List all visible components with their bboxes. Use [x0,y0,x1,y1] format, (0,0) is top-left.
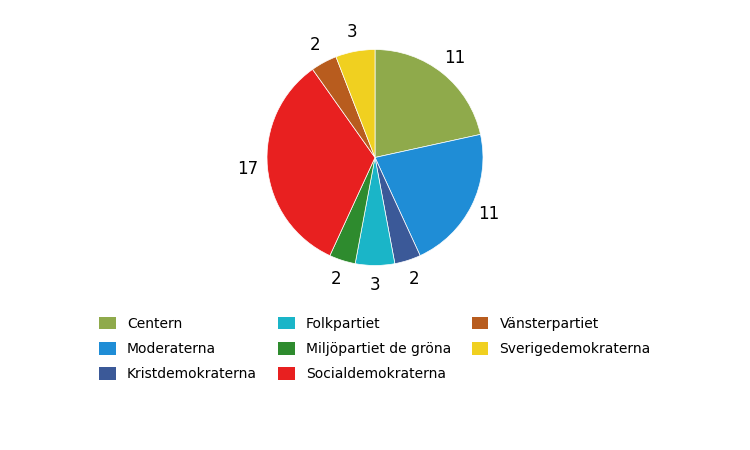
Text: 11: 11 [478,205,500,223]
Legend: Centern, Moderaterna, Kristdemokraterna, Folkpartiet, Miljöpartiet de gröna, Soc: Centern, Moderaterna, Kristdemokraterna,… [92,310,658,388]
Text: 2: 2 [310,36,320,54]
Wedge shape [375,135,483,256]
Text: 2: 2 [331,270,342,288]
Text: 17: 17 [238,160,259,178]
Wedge shape [267,69,375,256]
Wedge shape [336,50,375,158]
Text: 3: 3 [370,276,380,294]
Wedge shape [375,158,420,264]
Wedge shape [356,158,395,266]
Text: 2: 2 [408,270,419,288]
Wedge shape [375,50,481,158]
Text: 3: 3 [346,23,357,41]
Text: 11: 11 [444,49,466,67]
Wedge shape [330,158,375,264]
Wedge shape [313,57,375,158]
